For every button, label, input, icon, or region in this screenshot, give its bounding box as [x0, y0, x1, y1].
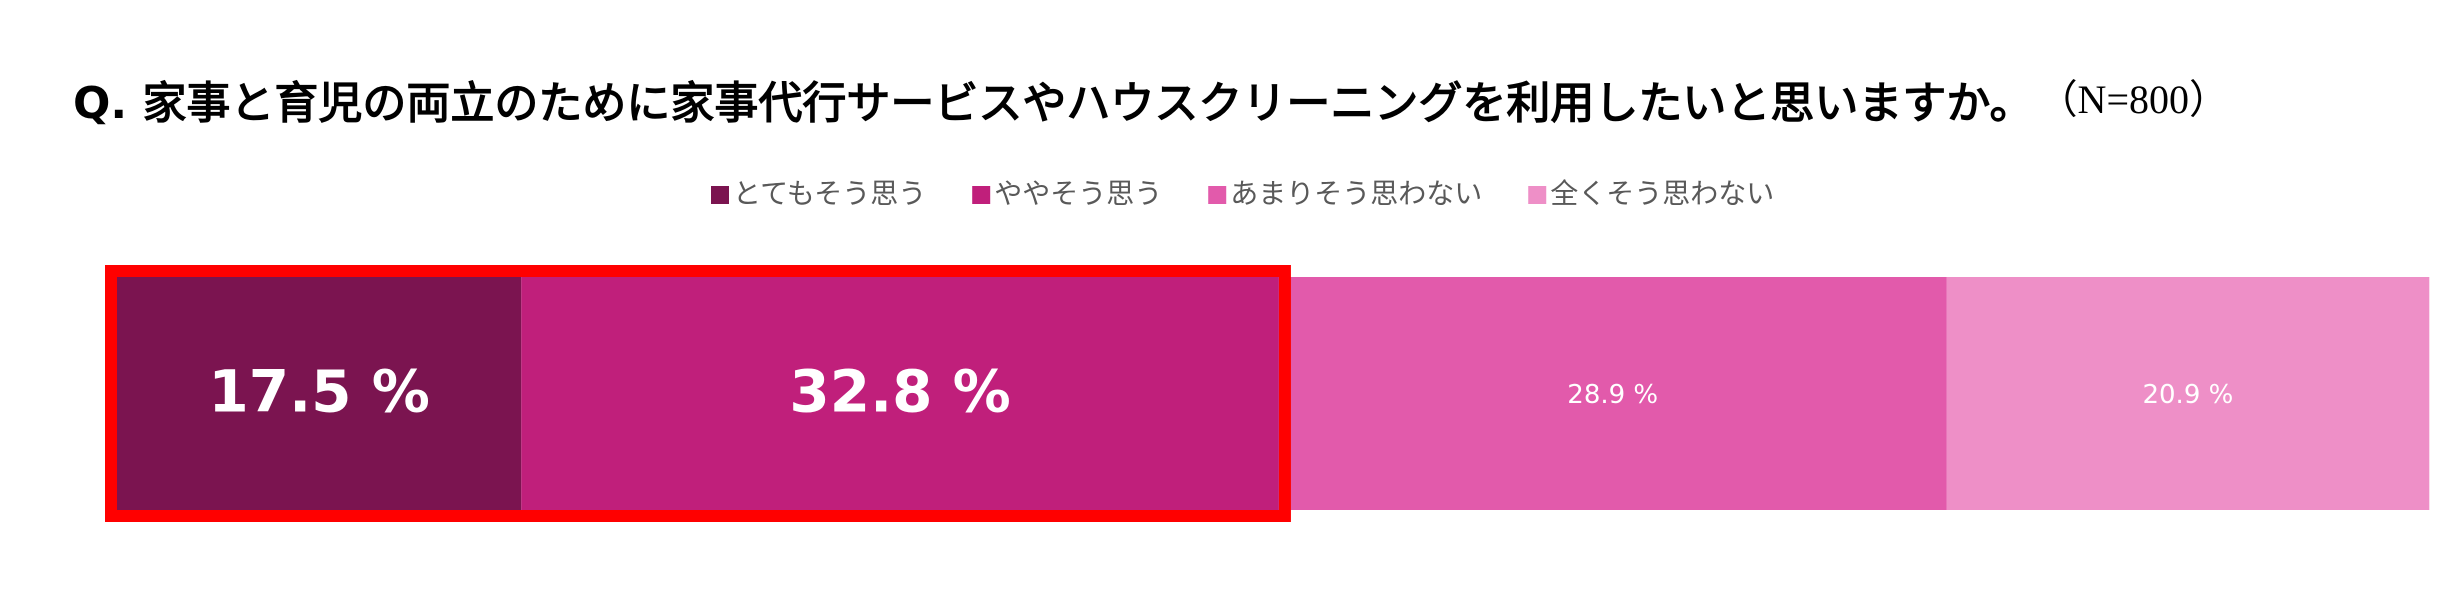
legend-label: あまりそう思わない — [1230, 177, 1482, 210]
bar-segment — [117, 277, 522, 510]
sample-size: （N=800） — [2038, 77, 2229, 122]
legend-swatch — [711, 186, 729, 204]
bar-segment — [1278, 277, 1947, 510]
legend-swatch — [972, 186, 991, 204]
bar-segment — [1946, 277, 2430, 510]
bar-segment — [521, 277, 1279, 510]
data-label: 17.5 % — [208, 358, 429, 426]
legend-label: 全くそう思わない — [1550, 177, 1774, 210]
highlight-frame — [105, 265, 1291, 522]
legend-swatch — [1208, 186, 1227, 204]
data-label: 20.9 % — [2142, 380, 2233, 410]
legend-label: とてもそう思う — [733, 177, 926, 210]
chart-title: Q. 家事と育児の両立のために家事代行サービスやハウスクリーニングを利用したいと… — [73, 78, 2034, 129]
legend-label: ややそう思う — [994, 177, 1162, 210]
data-label: 28.9 % — [1567, 380, 1658, 410]
legend-swatch — [1528, 186, 1547, 204]
data-label: 32.8 % — [789, 358, 1010, 426]
